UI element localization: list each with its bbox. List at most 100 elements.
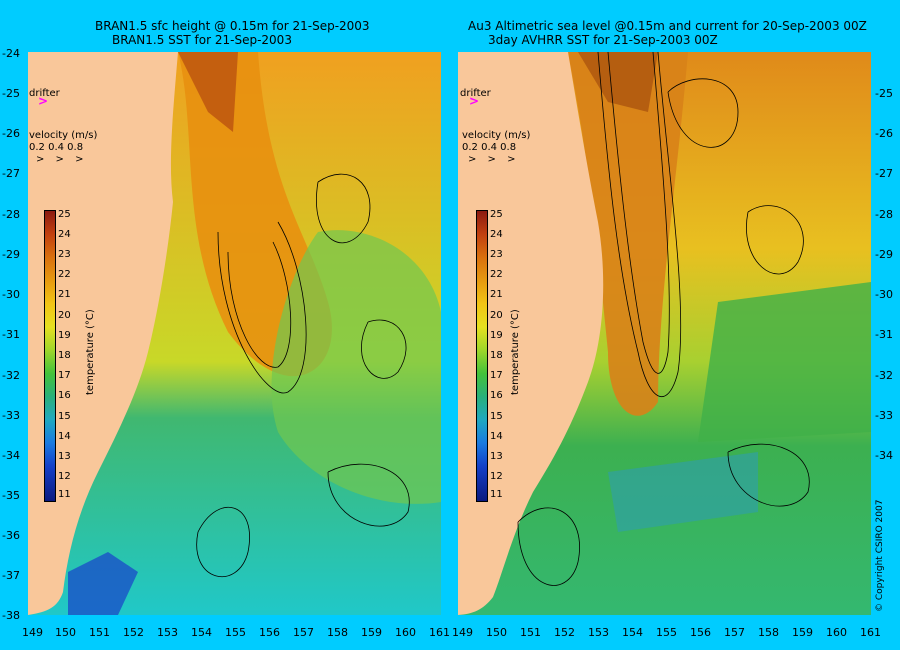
x-label: 156	[259, 626, 280, 639]
cool-region	[698, 282, 871, 442]
velocity-legend-scale: 0.2 0.4 0.8	[29, 142, 84, 153]
x-label: 150	[486, 626, 507, 639]
x-label: 152	[123, 626, 144, 639]
drifter-marker: >	[38, 94, 49, 108]
colorbar-tick: 13	[490, 451, 503, 462]
velocity-legend-title: velocity (m/s)	[462, 130, 531, 141]
y-label-right: -30	[875, 288, 893, 301]
temperature-colorbar	[476, 210, 488, 502]
x-label: 155	[656, 626, 677, 639]
copyright-text: © Copyright CSIRO 2007	[875, 499, 885, 612]
x-label: 157	[293, 626, 314, 639]
right-map-svg	[458, 52, 871, 615]
colorbar-tick: 17	[58, 370, 71, 381]
colorbar-tick: 20	[490, 310, 503, 321]
x-label: 159	[792, 626, 813, 639]
colorbar-tick: 19	[58, 330, 71, 341]
x-label: 151	[89, 626, 110, 639]
y-label: -29	[2, 248, 20, 261]
x-label: 161	[429, 626, 450, 639]
y-label: -36	[2, 529, 20, 542]
colorbar-tick: 25	[490, 209, 503, 220]
land-mass	[28, 52, 178, 615]
y-label: -38	[2, 609, 20, 622]
x-label: 149	[22, 626, 43, 639]
colorbar-tick: 22	[58, 269, 71, 280]
x-label: 158	[327, 626, 348, 639]
colorbar-title: temperature (°C)	[510, 309, 521, 395]
colorbar-tick: 14	[490, 431, 503, 442]
velocity-legend-scale: 0.2 0.4 0.8	[462, 142, 517, 153]
x-label: 155	[225, 626, 246, 639]
y-label: -24	[2, 47, 20, 60]
x-label: 153	[157, 626, 178, 639]
drifter-marker: >	[469, 94, 480, 108]
x-label: 159	[361, 626, 382, 639]
x-label: 154	[622, 626, 643, 639]
x-label: 152	[554, 626, 575, 639]
colorbar-tick: 14	[58, 431, 71, 442]
right-title-line1: Au3 Altimetric sea level @0.15m and curr…	[468, 19, 867, 33]
left-map-panel	[28, 52, 441, 615]
colorbar-tick: 18	[58, 350, 71, 361]
land-mass	[458, 52, 604, 615]
colorbar-tick: 12	[490, 471, 503, 482]
drifter-label: drifter	[29, 88, 60, 99]
y-label-right: -27	[875, 167, 893, 180]
x-label: 149	[452, 626, 473, 639]
left-map-svg	[28, 52, 441, 615]
colorbar-tick: 25	[58, 209, 71, 220]
y-label-right: -33	[875, 409, 893, 422]
colorbar-tick: 16	[490, 390, 503, 401]
colorbar-tick: 11	[490, 489, 503, 500]
cool-region	[271, 230, 441, 504]
colorbar-tick: 20	[58, 310, 71, 321]
x-label: 153	[588, 626, 609, 639]
colorbar-title: temperature (°C)	[85, 309, 96, 395]
x-label: 160	[395, 626, 416, 639]
colorbar-tick: 24	[58, 229, 71, 240]
y-label: -25	[2, 87, 20, 100]
velocity-legend-arrows: > > >	[468, 154, 520, 165]
sea-height-contours	[517, 52, 810, 586]
y-label: -30	[2, 288, 20, 301]
colorbar-tick: 15	[58, 411, 71, 422]
warm-core	[578, 52, 658, 112]
right-title-line2: 3day AVHRR SST for 21-Sep-2003 00Z	[488, 33, 718, 47]
x-label: 160	[826, 626, 847, 639]
colorbar-tick: 18	[490, 350, 503, 361]
y-label-right: -25	[875, 87, 893, 100]
velocity-legend-arrows: > > >	[36, 154, 88, 165]
right-map-panel	[458, 52, 871, 615]
colorbar-tick: 22	[490, 269, 503, 280]
warm-current	[568, 52, 688, 416]
velocity-legend-title: velocity (m/s)	[29, 130, 98, 141]
x-label: 161	[860, 626, 881, 639]
y-label-right: -26	[875, 127, 893, 140]
cold-patch	[608, 452, 758, 532]
y-label: -34	[2, 449, 20, 462]
colorbar-tick: 12	[58, 471, 71, 482]
colorbar-tick: 21	[58, 289, 71, 300]
y-label: -35	[2, 489, 20, 502]
y-label-right: -29	[875, 248, 893, 261]
colorbar-tick: 15	[490, 411, 503, 422]
colorbar-tick: 23	[58, 249, 71, 260]
x-label: 151	[520, 626, 541, 639]
colorbar-tick: 11	[58, 489, 71, 500]
y-label: -32	[2, 369, 20, 382]
y-label-right: -28	[875, 208, 893, 221]
y-label-right: -32	[875, 369, 893, 382]
drifter-label: drifter	[460, 88, 491, 99]
x-label: 158	[758, 626, 779, 639]
y-label: -37	[2, 569, 20, 582]
y-label-right: -31	[875, 328, 893, 341]
x-label: 156	[690, 626, 711, 639]
y-label-right: -34	[875, 449, 893, 462]
colorbar-tick: 24	[490, 229, 503, 240]
x-label: 157	[724, 626, 745, 639]
colorbar-tick: 21	[490, 289, 503, 300]
y-label: -26	[2, 127, 20, 140]
cold-region	[68, 552, 138, 615]
left-title-line2: BRAN1.5 SST for 21-Sep-2003	[112, 33, 292, 47]
